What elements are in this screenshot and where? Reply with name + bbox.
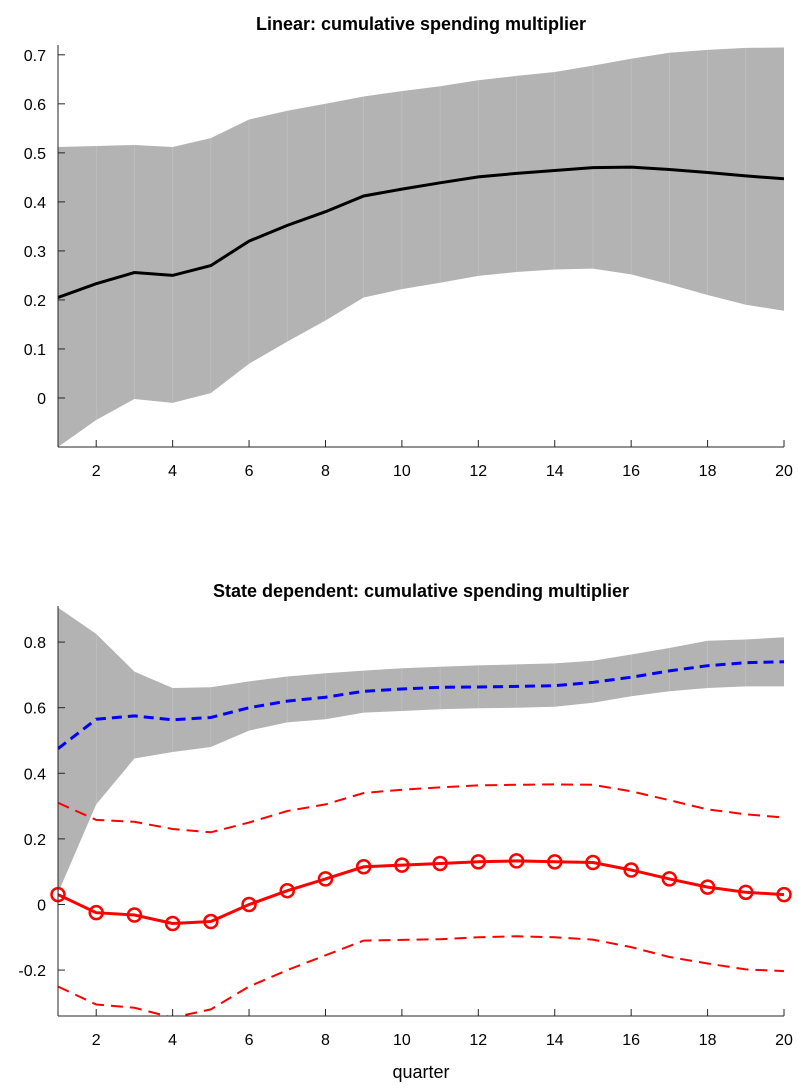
x-tick-label: 10 [393, 463, 411, 480]
x-tick-label: 2 [92, 463, 101, 480]
confidence-band [58, 607, 784, 893]
series-marker [394, 857, 410, 873]
y-tick-label: -0.2 [18, 963, 46, 980]
linear-multiplier-panel: Linear: cumulative spending multiplier 0… [24, 14, 793, 480]
series-marker [355, 859, 372, 875]
series-marker [203, 913, 219, 930]
x-tick-label: 16 [622, 463, 640, 480]
x-tick-label: 18 [699, 463, 717, 480]
series-line-0 [58, 660, 784, 750]
x-tick-label: 6 [245, 1032, 254, 1049]
series-marker [279, 882, 296, 899]
series-marker [546, 854, 563, 870]
x-tick-label: 2 [92, 1032, 101, 1049]
confidence-band-layer [58, 47, 784, 447]
x-tick-label: 12 [469, 1032, 487, 1049]
y-tick-label: 0.2 [24, 293, 46, 310]
confidence-band [58, 47, 784, 447]
series-line-1 [58, 859, 784, 926]
x-tick-label: 16 [622, 1032, 640, 1049]
chart-title: Linear: cumulative spending multiplier [256, 14, 586, 34]
x-tick-label: 14 [546, 463, 564, 480]
x-tick-label: 12 [469, 463, 487, 480]
y-tick-label: 0.3 [24, 244, 46, 261]
series-layer [58, 165, 784, 299]
axes-layer: -0.2 0 0.2 0.4 0.6 0.8 2 4 6 8 10 12 14 16 18 20 [18, 606, 793, 1049]
series-marker [470, 854, 487, 870]
x-tick-label: 20 [775, 1032, 793, 1049]
y-tick-label: 0.8 [24, 635, 46, 652]
series-marker [661, 871, 678, 887]
x-tick-label: 10 [393, 1032, 411, 1049]
series-marker [126, 907, 143, 923]
series-line-0 [58, 165, 784, 299]
series-line-3 [58, 935, 784, 1016]
series-marker [432, 855, 448, 872]
x-tick-label: 8 [321, 463, 330, 480]
series-marker [585, 854, 601, 871]
series-marker [623, 862, 639, 878]
x-axis-label: quarter [392, 1062, 449, 1082]
chart-title: State dependent: cumulative spending mul… [213, 581, 629, 601]
series-layer [50, 660, 792, 1016]
x-tick-label: 8 [321, 1032, 330, 1049]
series-marker [241, 896, 257, 913]
series-line-2 [58, 783, 784, 834]
series-marker [699, 879, 716, 895]
x-tick-label: 4 [168, 1032, 177, 1049]
y-tick-label: 0.4 [24, 195, 46, 212]
y-tick-label: 0.7 [24, 48, 46, 65]
series-marker [508, 853, 525, 869]
y-tick-label: 0.6 [24, 701, 46, 718]
y-tick-label: 0.2 [24, 832, 46, 849]
series-marker [776, 886, 792, 903]
series-marker [88, 904, 104, 921]
y-tick-label: 0 [37, 897, 46, 914]
y-tick-label: 0.4 [24, 766, 46, 783]
x-tick-label: 14 [546, 1032, 564, 1049]
y-tick-label: 0.1 [24, 342, 46, 359]
state-dependent-multiplier-panel: State dependent: cumulative spending mul… [18, 581, 793, 1082]
confidence-band-layer [58, 607, 784, 893]
x-tick-label: 20 [775, 463, 793, 480]
y-tick-label: 0 [37, 391, 46, 408]
series-marker [317, 871, 334, 887]
y-tick-label: 0.6 [24, 97, 46, 114]
series-marker [738, 884, 754, 901]
series-marker [164, 915, 181, 932]
x-tick-label: 4 [168, 463, 177, 480]
axes-layer: 0 0.1 0.2 0.3 0.4 0.5 0.6 0.7 2 4 6 8 10 12 14 16 18 20 [24, 45, 793, 480]
x-tick-label: 6 [245, 463, 254, 480]
y-tick-label: 0.5 [24, 146, 46, 163]
x-tick-label: 18 [699, 1032, 717, 1049]
